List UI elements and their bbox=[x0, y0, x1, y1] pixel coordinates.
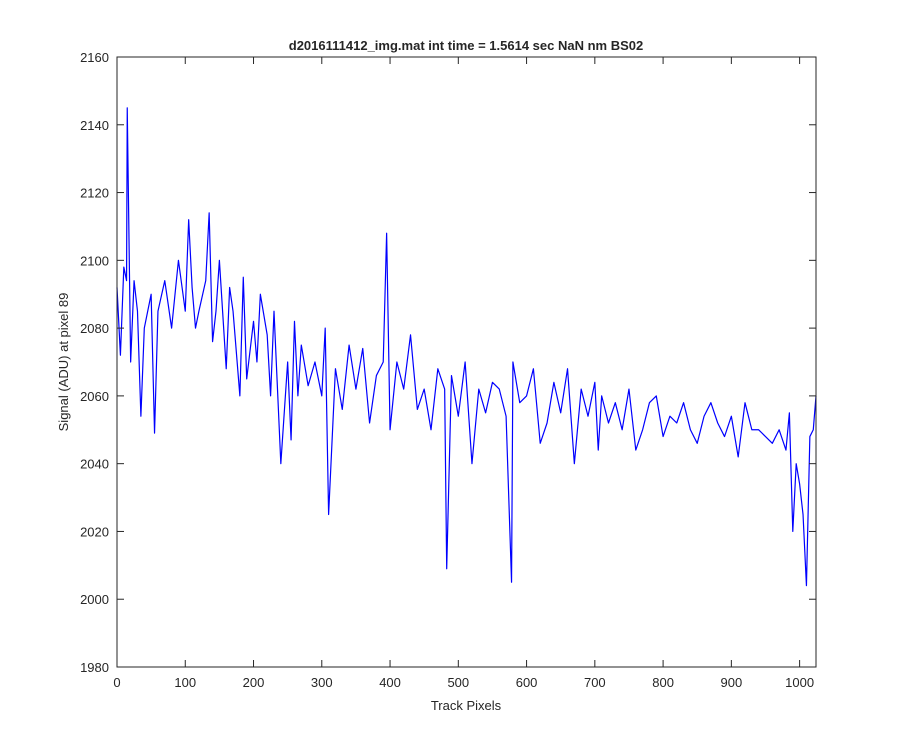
x-tick-label: 1000 bbox=[785, 675, 814, 690]
x-axis-ticks: 0 100 200 300 400 500 600 700 800 900 1000 bbox=[113, 57, 814, 690]
x-tick-label: 200 bbox=[243, 675, 265, 690]
axes-box bbox=[116, 56, 817, 668]
x-tick-label: 100 bbox=[174, 675, 196, 690]
x-axis-label: Track Pixels bbox=[431, 698, 502, 713]
x-tick-label: 700 bbox=[584, 675, 606, 690]
y-tick-label: 2040 bbox=[80, 457, 109, 472]
y-tick-label: 2020 bbox=[80, 524, 109, 539]
chart-title: d2016111412_img.mat int time = 1.5614 se… bbox=[289, 38, 643, 53]
x-tick-label: 500 bbox=[447, 675, 469, 690]
x-tick-label: 0 bbox=[113, 675, 120, 690]
x-tick-label: 400 bbox=[379, 675, 401, 690]
y-tick-label: 2120 bbox=[80, 186, 109, 201]
series-line bbox=[116, 107, 817, 587]
y-tick-label: 1980 bbox=[80, 660, 109, 675]
x-tick-label: 300 bbox=[311, 675, 333, 690]
plot-area bbox=[117, 57, 816, 667]
y-tick-label: 2060 bbox=[80, 389, 109, 404]
y-tick-label: 2080 bbox=[80, 321, 109, 336]
y-tick-label: 2160 bbox=[80, 50, 109, 65]
y-tick-label: 2000 bbox=[80, 592, 109, 607]
x-tick-label: 900 bbox=[721, 675, 743, 690]
x-tick-label: 600 bbox=[516, 675, 538, 690]
y-tick-label: 2100 bbox=[80, 253, 109, 268]
y-tick-label: 2140 bbox=[80, 118, 109, 133]
x-tick-label: 800 bbox=[652, 675, 674, 690]
y-axis-ticks: 1980 2000 2020 2040 2060 2080 2100 2120 2140 2160 bbox=[80, 50, 816, 675]
y-axis-label: Signal (ADU) at pixel 89 bbox=[56, 293, 71, 432]
